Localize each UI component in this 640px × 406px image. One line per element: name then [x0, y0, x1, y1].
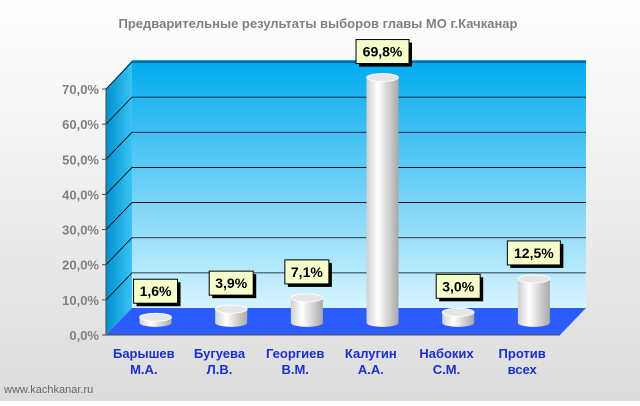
value-label: 3,9%	[215, 275, 247, 291]
bar-top	[441, 307, 475, 317]
bars	[139, 73, 551, 327]
gridline-side	[105, 167, 133, 195]
gridline-side	[105, 272, 133, 301]
chart-title: Предварительные результаты выборов главы…	[119, 16, 518, 31]
bar-base	[442, 318, 475, 327]
value-label-box	[435, 273, 481, 299]
watermark: www.kachkanar.ru	[3, 384, 93, 396]
x-tick-label: Калугин	[345, 346, 397, 361]
x-tick-label: Георгиев	[266, 346, 324, 361]
x-tick-label: М.А.	[130, 362, 157, 377]
bar-base	[290, 318, 323, 327]
y-tick-label: 20,0%	[62, 258, 99, 273]
y-tick-label: 60,0%	[62, 117, 99, 132]
bar-top	[214, 304, 248, 314]
gridline-side	[105, 96, 133, 125]
bar-base	[215, 318, 248, 327]
x-tick-label: Барышев	[113, 346, 175, 361]
value-label-box	[355, 39, 410, 65]
value-label: 12,5%	[514, 245, 554, 261]
y-tick-label: 30,0%	[62, 223, 99, 238]
bar-top	[517, 274, 551, 284]
value-label: 3,0%	[442, 278, 474, 294]
x-tick-label: Бугуева	[194, 346, 246, 361]
bar-base	[517, 318, 550, 327]
y-tick-label: 40,0%	[62, 187, 99, 202]
x-tick-label: А.А.	[358, 362, 384, 377]
value-label: 69,8%	[363, 44, 403, 60]
x-tick-label: С.М.	[433, 362, 460, 377]
gridline-side	[105, 132, 133, 160]
bar-base	[366, 318, 399, 327]
gridline-side	[105, 237, 133, 265]
bar-top	[290, 293, 324, 303]
value-label-box	[208, 270, 254, 296]
value-label: 1,6%	[140, 283, 172, 299]
value-label-box	[506, 240, 561, 266]
bar	[366, 77, 399, 323]
plot-back-wall	[132, 60, 586, 308]
plot-floor	[106, 308, 586, 335]
gridlines	[105, 61, 586, 301]
x-tick-label: всех	[508, 362, 538, 377]
gridline-side	[105, 61, 133, 90]
bar-top	[366, 73, 399, 82]
plot-side-wall	[106, 60, 132, 335]
y-axis-ticks: 0,0% 10,0% 20,0% 30,0% 40,0% 50,0% 60,0% 70,0%	[62, 82, 106, 343]
value-label-box	[133, 278, 179, 304]
gridline-side	[105, 202, 133, 230]
x-tick-label: Против	[499, 346, 546, 361]
value-labels: 1,6% 3,9% 7,1% 69,8% 3,0% 12,5%	[133, 39, 564, 307]
x-tick-label: В.М.	[281, 362, 308, 377]
y-tick-label: 0,0%	[69, 328, 99, 343]
y-tick-label: 50,0%	[62, 152, 99, 167]
value-label-box	[284, 259, 330, 285]
y-tick-label: 10,0%	[62, 293, 99, 308]
value-label: 7,1%	[291, 264, 323, 280]
y-tick-label: 70,0%	[62, 82, 99, 97]
bar-top	[139, 312, 172, 322]
x-tick-label: Л.В.	[207, 362, 233, 377]
x-tick-label: Набоких	[419, 346, 474, 361]
bar	[442, 312, 475, 323]
bar	[517, 278, 550, 323]
